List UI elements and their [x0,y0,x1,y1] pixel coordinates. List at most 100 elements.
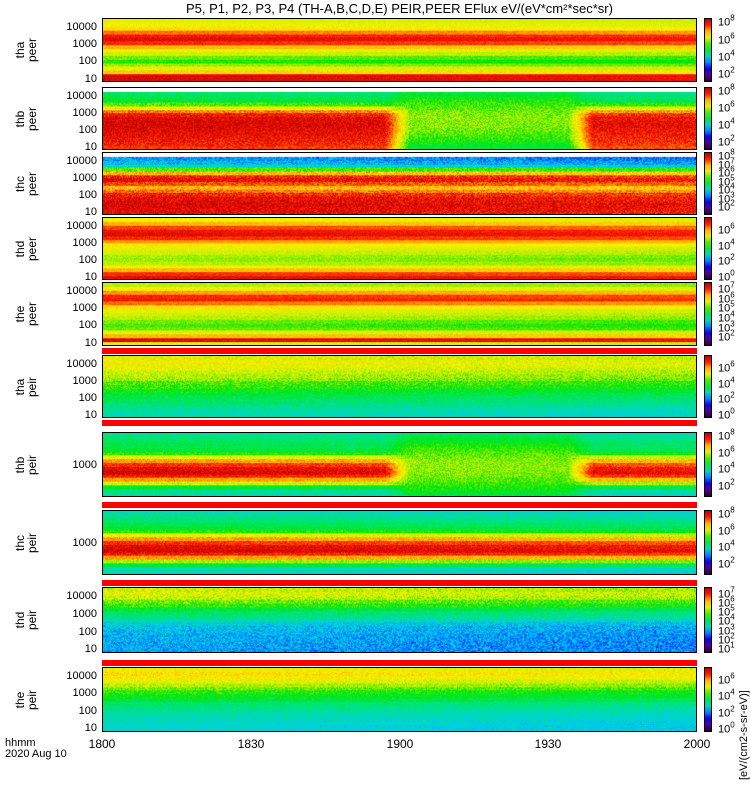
colorbar-tick-label: 102 [718,555,735,570]
spectrogram-panel-thd-peir: thd peir 10000 1000 100 10 107 106 105 104 103 102 1… [13,585,735,655]
y-tick-label: 10000 [66,589,97,602]
spectrogram-panel-thc-peir: thc peir 1000 108 106 104 102 [13,506,735,575]
colorbar-tick-label: 103 [718,319,735,334]
y-tick-label: 100 [78,123,97,136]
colorbar [704,355,712,418]
colorbar-tick-label: 104 [718,613,735,628]
instrument-label: peir [25,454,39,475]
colorbar [704,587,712,653]
y-tick-label: 1000 [72,171,97,184]
colorbar-tick-label: 107 [718,156,735,172]
y-tick-label: 1000 [72,106,97,119]
colorbar-tick-label: 107 [718,280,735,296]
y-tick-label: 1000 [72,37,97,50]
colorbar-tick-label: 106 [718,290,735,305]
colorbar [704,667,712,732]
y-tick-label: 10 [84,722,97,735]
panel-ylabel: thd peer [6,217,46,280]
y-tick-label: 1000 [72,236,97,249]
colorbar-tick-label: 104 [718,688,735,703]
colorbar-tick-label: 102 [718,390,735,406]
panel-ylabel: thd peir [6,587,46,653]
x-tick-label: 1900 [386,737,414,751]
spectrogram-image [102,18,697,82]
chart-title: P5, P1, P2, P3, P4 (TH-A,B,C,D,E) PEIR,P… [186,1,613,16]
y-tick-label: 10000 [66,154,97,167]
colorbar-tick-label: 106 [718,444,735,460]
panel-ylabel-text: thb peer [13,106,39,130]
spectrogram-panel-tha-peir: tha peir 10000 1000 100 10 106 104 102 100 [13,355,735,421]
colorbar-tick-label: 100 [718,406,735,422]
panel-ylabel-text: thc peer [13,171,39,195]
colorbar-tick-label: 106 [718,359,735,375]
y-tick-label: 1000 [72,687,97,700]
panel-ylabel: the peir [6,667,46,732]
y-tick-label: 1000 [72,536,97,549]
y-tick-label: 10 [84,408,97,421]
panel-ylabel-text: thd peer [13,236,39,260]
spectrogram-image [102,87,697,150]
y-tick-label: 1000 [72,607,97,620]
colorbar-tick-label: 104 [718,237,735,252]
colorbar-tick-label: 102 [718,252,735,268]
colorbar-tick-label: 105 [718,603,735,619]
colorbar [704,87,712,150]
quality-flag-strip [102,660,697,666]
colorbar-tick-label: 104 [718,182,735,197]
y-tick-label: 10000 [66,20,97,33]
instrument-label: peer [25,301,39,327]
y-tick-label: 100 [78,188,97,201]
spectrogram-image [102,217,697,280]
y-tick-label: 10000 [66,669,97,682]
colorbar [704,152,712,215]
spectrogram-panel-thc-peer: thc peer 10000 1000 100 10 108 107 106 105 104 103 1… [13,148,735,218]
spectrogram-image [102,667,697,732]
colorbar-tick-label: 104 [718,309,735,325]
colorbar-tick-label: 101 [718,641,735,656]
instrument-label: peir [25,689,39,710]
y-tick-label: 10 [84,643,97,656]
spectrogram-image [102,282,697,346]
colorbar-tick-label: 106 [718,594,735,610]
quality-flag-strip [102,420,697,426]
y-tick-label: 10 [84,72,97,85]
colorbar-tick-label: 108 [718,427,735,443]
instrument-label: peer [25,37,39,63]
y-tick-label: 100 [78,391,97,404]
y-tick-label: 10000 [66,219,97,232]
panel-ylabel: the peer [6,282,46,346]
x-tick-label: 1830 [237,737,265,751]
y-tick-label: 10 [84,140,97,153]
colorbar-tick-label: 104 [718,375,735,390]
y-tick-label: 100 [78,625,97,638]
panel-ylabel-text: thc peir [13,532,39,552]
spectrogram-panel-thb-peer: thb peer 10000 1000 100 10 108 106 104 102 [13,83,735,153]
colorbar [704,282,712,346]
panel-ylabel: thb peir [6,432,46,497]
colorbar-tick-label: 100 [718,720,735,736]
y-tick-label: 1000 [72,374,97,387]
y-tick-label: 10 [84,270,97,283]
colorbar-tick-label: 106 [718,165,735,180]
spectrogram-panel-tha-peer: tha peer 10000 1000 100 10 108 106 104 102 [13,14,735,84]
x-tick-label: 1800 [88,737,116,751]
colorbar-tick-label: 105 [718,299,735,315]
panel-ylabel-text: thb peir [13,454,39,475]
colorbar-tick-label: 100 [718,268,735,284]
x-tick-label: 2000 [683,737,711,751]
spectrogram-image [102,152,697,215]
x-axis-label: hhmm [5,737,36,749]
colorbar-tick-label: 108 [718,505,735,521]
colorbar [704,18,712,82]
y-tick-label: 10000 [66,357,97,370]
colorbar [704,432,712,497]
x-axis-date: 2020 Aug 10 [5,748,67,760]
colorbar-tick-label: 102 [718,66,735,81]
colorbar-tick-label: 106 [718,221,735,237]
panel-ylabel: tha peer [6,18,46,82]
panel-ylabel-text: the peer [13,301,39,327]
colorbar [704,217,712,280]
spectrogram-panel-the-peir: the peir 10000 1000 100 10 106 104 102 100 [13,667,735,735]
colorbar-unit-label: [eV/(cm2-s-sr-eV)] [738,690,750,780]
colorbar-tick-label: 108 [718,14,735,29]
